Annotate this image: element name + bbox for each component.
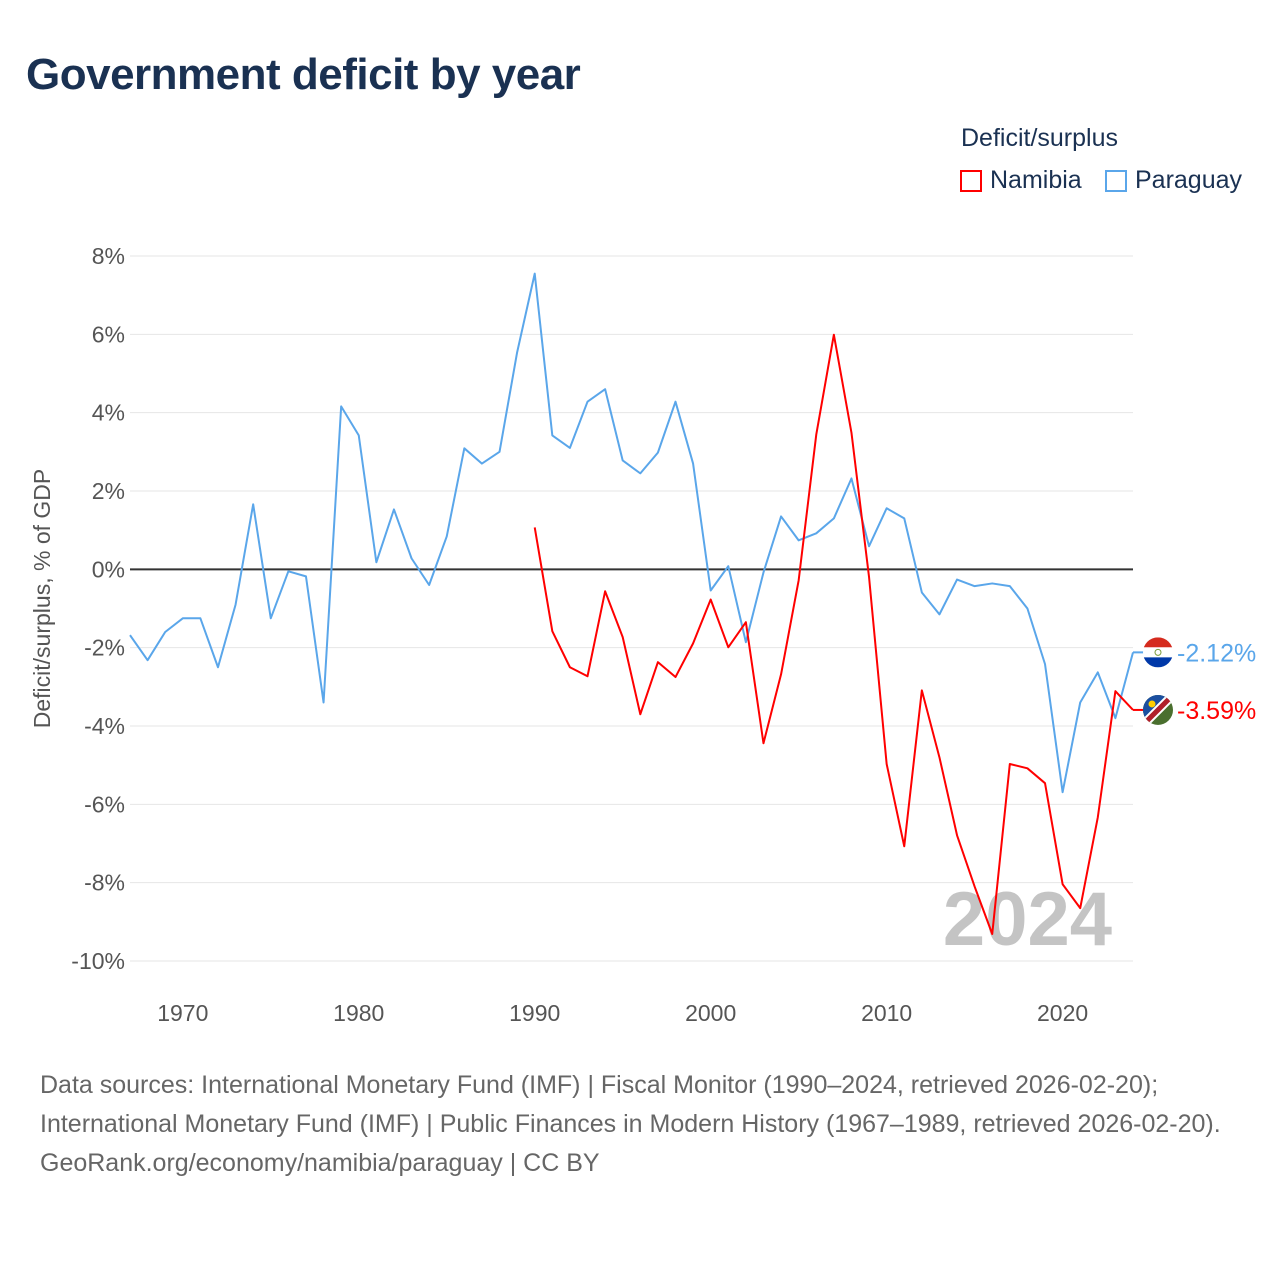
y-tick-label: 6% (92, 321, 125, 347)
legend-swatch-namibia (960, 169, 982, 192)
source-credit[interactable]: GeoRank.org/economy/namibia/paraguay | C… (40, 1149, 600, 1177)
y-tick-label: -10% (71, 948, 125, 974)
legend-item-namibia[interactable]: Namibia (960, 166, 1082, 195)
chart-title: Government deficit by year (26, 50, 581, 99)
source-line: Data sources: International Monetary Fun… (40, 1071, 1221, 1138)
end-value-label-paraguay: -2.12% (1177, 639, 1256, 667)
x-tick-label: 1980 (333, 1000, 384, 1026)
series-line-namibia (533, 333, 1134, 935)
y-tick-label: -6% (84, 791, 125, 817)
x-tick-label: 2000 (685, 1000, 736, 1026)
legend-label: Paraguay (1135, 166, 1243, 194)
x-tick-label: 2020 (1037, 1000, 1088, 1026)
x-tick-label: 1970 (157, 1000, 208, 1026)
x-tick-label: 2010 (861, 1000, 912, 1026)
x-tick-label: 1990 (509, 1000, 560, 1026)
y-tick-label: 4% (92, 400, 125, 426)
y-tick-label: -4% (84, 713, 125, 739)
y-tick-label: -2% (84, 635, 125, 661)
y-tick-label: -8% (84, 870, 125, 896)
y-tick-label: 0% (92, 556, 125, 582)
legend-swatch-paraguay (1105, 169, 1127, 192)
series-line-paraguay (129, 272, 1134, 794)
namibia-flag-icon (1143, 694, 1173, 725)
legend-title: Deficit/surplus (961, 124, 1118, 152)
paraguay-flag-icon (1143, 637, 1173, 668)
legend-item-paraguay[interactable]: Paraguay (1105, 166, 1242, 195)
legend-label: Namibia (990, 166, 1082, 194)
y-axis-label: Deficit/surplus, % of GDP (29, 469, 55, 728)
end-value-label-namibia: -3.59% (1177, 697, 1256, 725)
source-note: Data sources: International Monetary Fun… (40, 1066, 1240, 1183)
y-tick-label: 8% (92, 243, 125, 269)
year-watermark: 2024 (943, 877, 1112, 962)
y-tick-label: 2% (92, 478, 125, 504)
